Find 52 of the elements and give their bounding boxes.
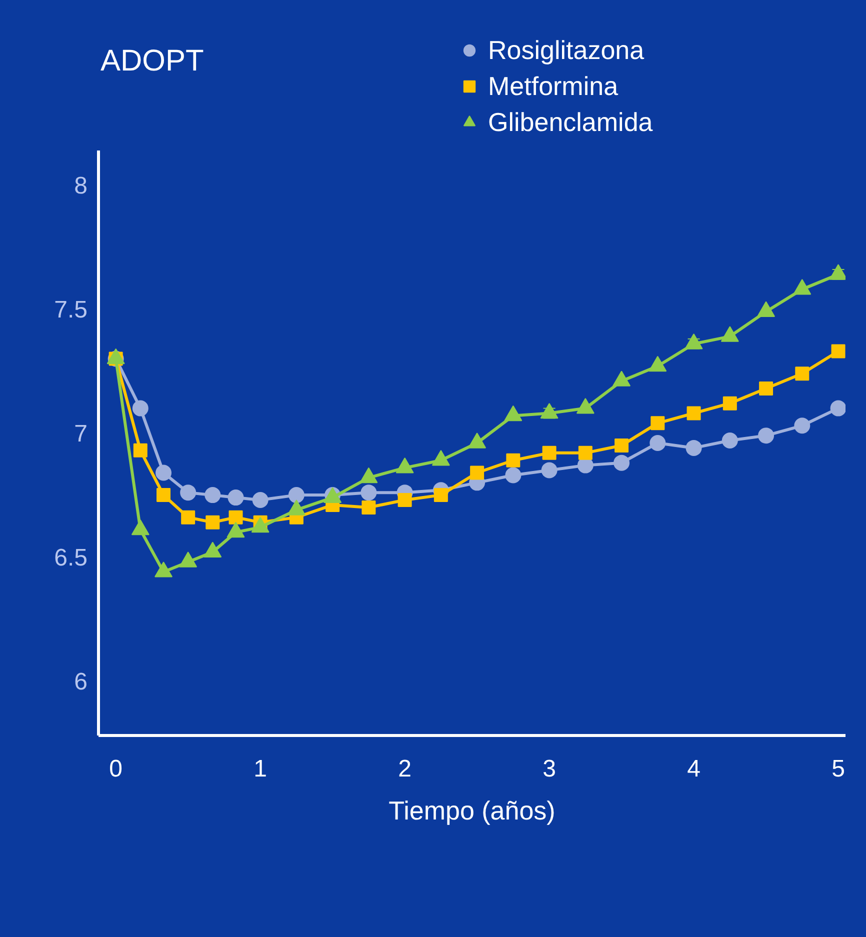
point: [434, 488, 448, 502]
point: [132, 400, 148, 416]
point: [795, 366, 810, 381]
y-tick-label: 6.5: [54, 544, 88, 572]
y-tick-label: 8: [74, 172, 88, 200]
chart-title: ADOPT: [100, 44, 204, 78]
point: [794, 418, 810, 434]
x-axis-title: Tiempo (años): [388, 796, 556, 826]
point: [228, 490, 244, 506]
point: [470, 466, 484, 480]
x-tick-label: 0: [109, 756, 123, 782]
legend-label: Metformina: [488, 70, 618, 102]
point: [204, 487, 221, 504]
x-tick-label: 2: [398, 756, 412, 782]
point: [722, 432, 738, 449]
point: [133, 443, 148, 458]
point: [542, 446, 556, 460]
y-tick-label: 6: [74, 668, 88, 696]
point: [614, 438, 629, 452]
point: [614, 454, 630, 471]
point: [156, 464, 172, 481]
x-tick-label: 5: [832, 756, 845, 782]
point: [650, 416, 665, 430]
point: [252, 492, 268, 508]
y-tick-label: 7.5: [54, 296, 88, 324]
point: [686, 440, 702, 456]
point: [506, 453, 520, 468]
point: [831, 344, 846, 358]
point: [181, 510, 196, 524]
point: [578, 446, 592, 460]
point: [228, 510, 243, 524]
point: [505, 467, 522, 484]
x-tick-label: 1: [254, 756, 268, 782]
point: [650, 435, 666, 451]
y-tick-label: 7: [74, 420, 88, 448]
x-tick-label: 4: [687, 756, 700, 782]
legend-label: Glibenclamida: [488, 106, 653, 138]
point: [830, 400, 846, 416]
point: [541, 462, 558, 478]
point: [360, 484, 377, 501]
point: [759, 381, 774, 396]
point: [758, 428, 774, 444]
point: [180, 484, 196, 501]
point: [362, 500, 376, 514]
point: [398, 493, 412, 508]
point: [156, 488, 171, 502]
legend-label: Rosiglitazona: [488, 34, 644, 66]
point: [288, 487, 304, 504]
x-tick-label: 3: [542, 756, 556, 782]
point: [206, 515, 220, 530]
point: [686, 406, 701, 420]
point: [722, 396, 737, 410]
